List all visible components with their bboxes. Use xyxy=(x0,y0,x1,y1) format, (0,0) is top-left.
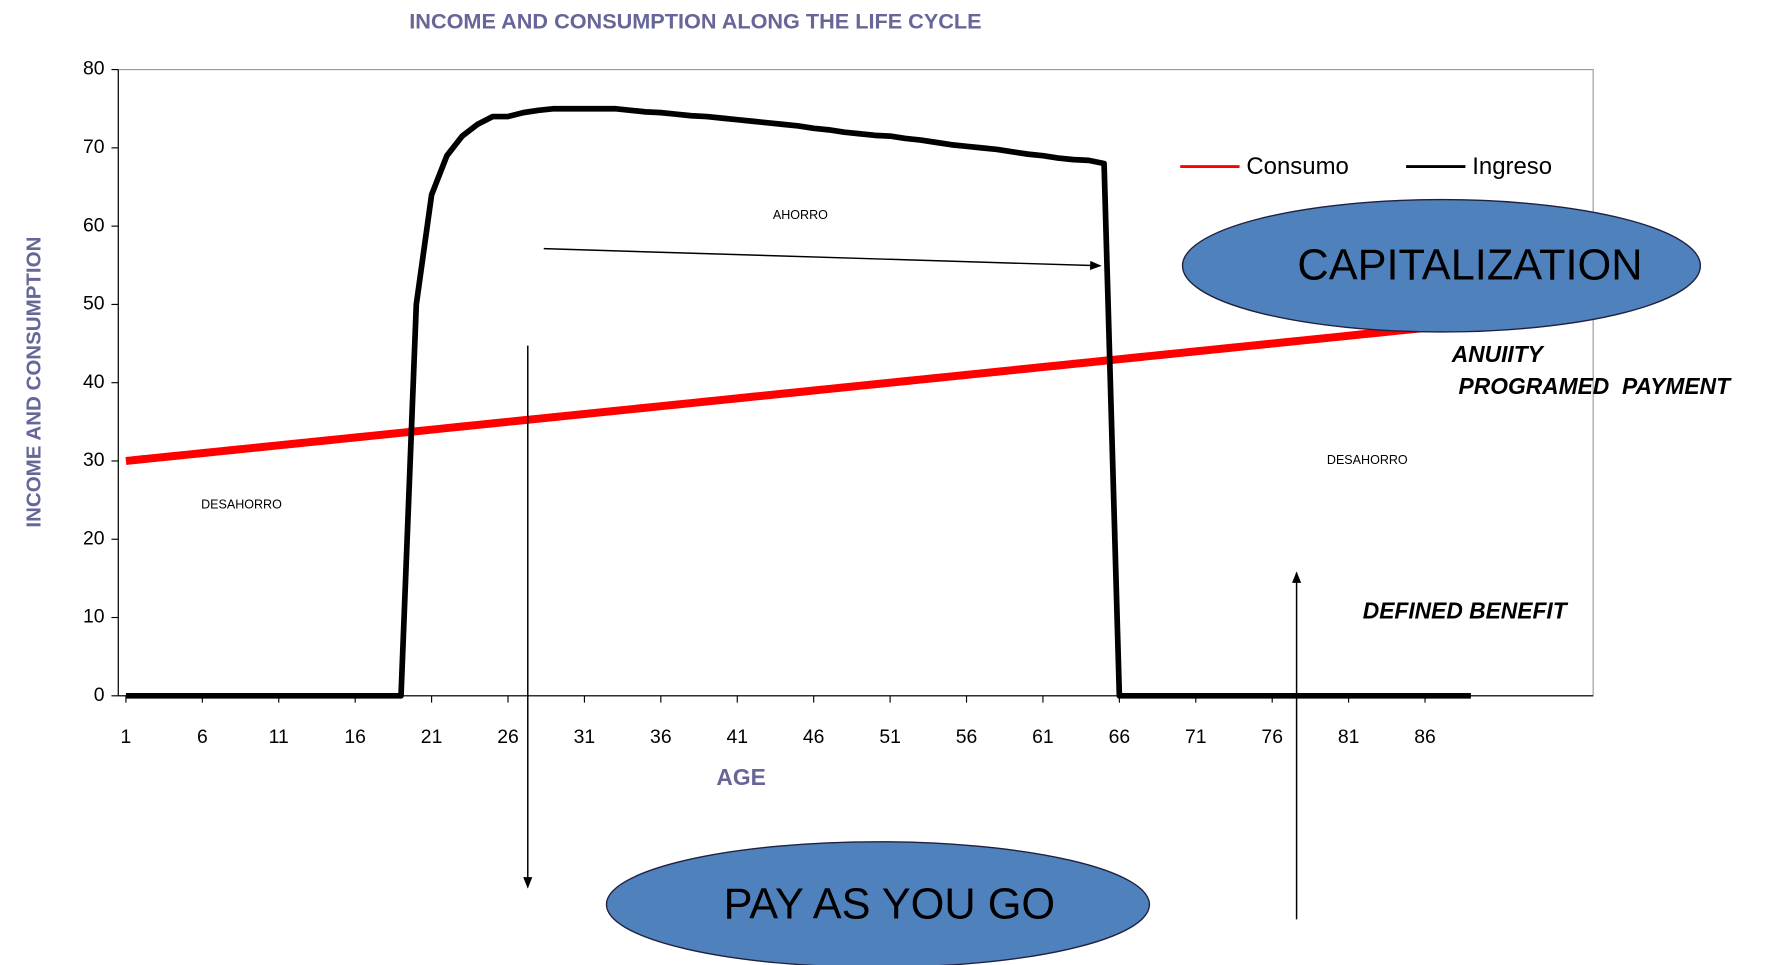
payg-oval xyxy=(605,841,1151,965)
y-tick-label: 0 xyxy=(94,684,105,706)
x-tick-label: 71 xyxy=(1185,726,1207,748)
x-tick-label: 1 xyxy=(121,726,132,748)
annotation: DESAHORRO xyxy=(1327,453,1408,467)
annotation: AHORRO xyxy=(773,208,828,222)
legend-label: Consumo xyxy=(1246,153,1348,180)
legend-label: Ingreso xyxy=(1472,153,1552,180)
x-tick-label: 76 xyxy=(1261,726,1283,748)
annotation: PROGRAMED PAYMENT xyxy=(1459,373,1733,399)
y-tick-label: 10 xyxy=(83,606,105,628)
x-tick-label: 36 xyxy=(650,726,672,748)
x-tick-label: 46 xyxy=(803,726,825,748)
chart-title: INCOME AND CONSUMPTION ALONG THE LIFE CY… xyxy=(409,9,981,34)
x-tick-label: 66 xyxy=(1109,726,1131,748)
y-axis-label: INCOME AND CONSUMPTION xyxy=(22,237,45,528)
x-tick-label: 81 xyxy=(1338,726,1360,748)
x-tick-label: 56 xyxy=(956,726,978,748)
y-tick-label: 80 xyxy=(83,58,105,80)
x-tick-label: 51 xyxy=(879,726,901,748)
x-tick-label: 6 xyxy=(197,726,208,748)
y-tick-label: 40 xyxy=(83,371,105,393)
x-tick-label: 26 xyxy=(497,726,519,748)
x-tick-label: 86 xyxy=(1414,726,1436,748)
x-tick-label: 41 xyxy=(726,726,748,748)
y-tick-label: 50 xyxy=(83,293,105,315)
x-tick-label: 11 xyxy=(269,726,289,748)
x-tick-label: 61 xyxy=(1032,726,1054,748)
x-tick-label: 31 xyxy=(574,726,596,748)
annotation: ANUIITY xyxy=(1451,341,1545,367)
y-tick-label: 30 xyxy=(83,449,105,471)
x-tick-label: 16 xyxy=(344,726,366,748)
series-line xyxy=(125,319,1472,465)
annotation: DEFINED BENEFIT xyxy=(1363,598,1569,624)
oval-label: PAY AS YOU GO xyxy=(724,880,1056,928)
capitalization-oval xyxy=(1181,198,1702,333)
x-axis-label: AGE xyxy=(716,764,765,790)
y-tick-label: 20 xyxy=(83,527,105,549)
x-tick-label: 21 xyxy=(421,726,443,748)
series-line xyxy=(125,105,1471,699)
oval-label: CAPITALIZATION xyxy=(1297,242,1642,290)
annotation: DESAHORRO xyxy=(201,498,282,512)
arrow xyxy=(543,247,1102,271)
y-tick-label: 60 xyxy=(83,214,105,236)
y-tick-label: 70 xyxy=(83,136,105,158)
